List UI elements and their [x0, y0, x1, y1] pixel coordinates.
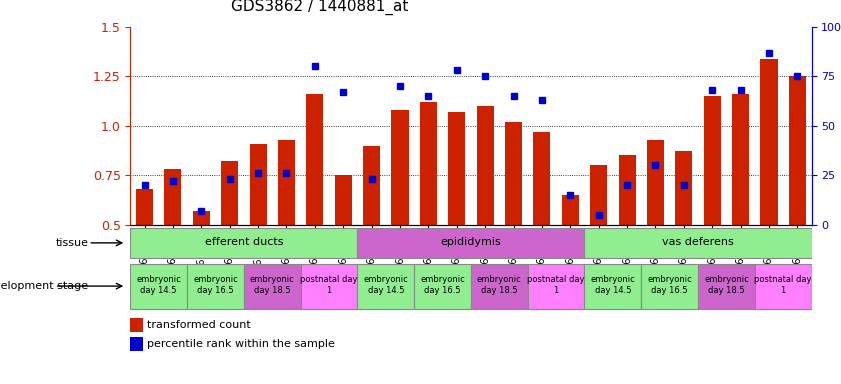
Bar: [698, 264, 755, 309]
Text: postnatal day
1: postnatal day 1: [527, 275, 584, 295]
Text: embryonic
day 18.5: embryonic day 18.5: [477, 275, 521, 295]
Bar: [618, 156, 636, 225]
Bar: [641, 264, 698, 309]
Bar: [244, 264, 300, 309]
Bar: [505, 122, 522, 225]
Bar: [584, 264, 641, 309]
Text: GDS3862 / 1440881_at: GDS3862 / 1440881_at: [231, 0, 409, 15]
Bar: [755, 264, 812, 309]
Bar: [789, 76, 806, 225]
Bar: [357, 264, 414, 309]
Bar: [391, 110, 409, 225]
Bar: [187, 264, 244, 309]
Text: vas deferens: vas deferens: [662, 237, 734, 247]
Text: embryonic
day 14.5: embryonic day 14.5: [590, 275, 635, 295]
Text: development stage: development stage: [0, 281, 88, 291]
Bar: [193, 211, 209, 225]
Text: postnatal day
1: postnatal day 1: [300, 275, 357, 295]
Bar: [130, 228, 357, 258]
Bar: [760, 58, 777, 225]
Bar: [471, 264, 528, 309]
Text: embryonic
day 14.5: embryonic day 14.5: [363, 275, 408, 295]
Bar: [528, 264, 584, 309]
Text: postnatal day
1: postnatal day 1: [754, 275, 812, 295]
Text: embryonic
day 16.5: embryonic day 16.5: [648, 275, 692, 295]
Text: embryonic
day 14.5: embryonic day 14.5: [136, 275, 181, 295]
Bar: [675, 151, 692, 225]
Bar: [130, 264, 187, 309]
Bar: [130, 318, 143, 332]
Text: embryonic
day 16.5: embryonic day 16.5: [193, 275, 238, 295]
Text: embryonic
day 18.5: embryonic day 18.5: [250, 275, 294, 295]
Bar: [584, 228, 812, 258]
Text: tissue: tissue: [56, 238, 88, 248]
Bar: [306, 94, 323, 225]
Bar: [278, 140, 295, 225]
Text: embryonic
day 18.5: embryonic day 18.5: [704, 275, 748, 295]
Bar: [448, 112, 465, 225]
Bar: [164, 169, 182, 225]
Bar: [704, 96, 721, 225]
Bar: [647, 140, 664, 225]
Bar: [414, 264, 471, 309]
Bar: [420, 102, 436, 225]
Text: transformed count: transformed count: [147, 320, 251, 330]
Bar: [590, 166, 607, 225]
Text: embryonic
day 16.5: embryonic day 16.5: [420, 275, 465, 295]
Bar: [533, 132, 550, 225]
Bar: [357, 228, 584, 258]
Bar: [363, 146, 380, 225]
Text: percentile rank within the sample: percentile rank within the sample: [147, 339, 336, 349]
Bar: [250, 144, 267, 225]
Bar: [130, 337, 143, 351]
Bar: [136, 189, 153, 225]
Bar: [301, 264, 357, 309]
Bar: [732, 94, 749, 225]
Bar: [335, 175, 352, 225]
Bar: [221, 161, 238, 225]
Bar: [477, 106, 494, 225]
Text: efferent ducts: efferent ducts: [204, 237, 283, 247]
Bar: [562, 195, 579, 225]
Text: epididymis: epididymis: [441, 237, 501, 247]
